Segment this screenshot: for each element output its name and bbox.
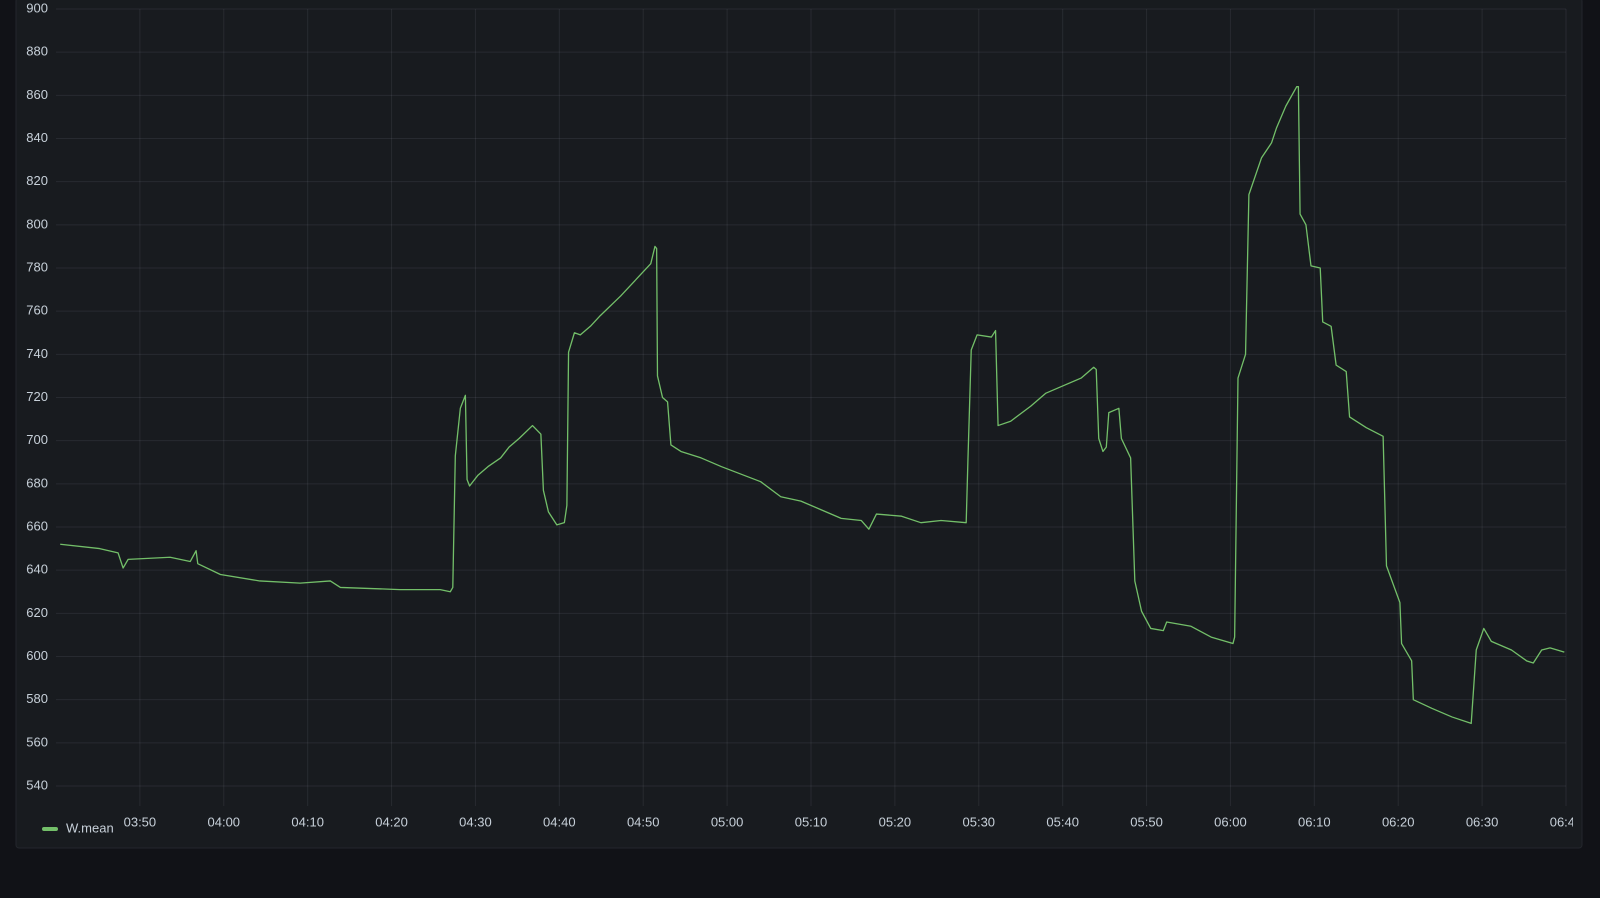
- y-tick-label: 820: [26, 173, 48, 188]
- x-tick-label: 05:20: [879, 814, 912, 829]
- y-tick-label: 900: [26, 0, 48, 15]
- y-tick-label: 620: [26, 605, 48, 620]
- x-tick-label: 04:50: [627, 814, 660, 829]
- panel: [15, 0, 1583, 849]
- series-line: [60, 86, 1565, 725]
- y-tick-label: 720: [26, 389, 48, 404]
- x-tick-label: 04:40: [543, 814, 576, 829]
- y-tick-label: 640: [26, 562, 48, 577]
- y-tick-label: 680: [26, 475, 48, 490]
- x-tick-label: 05:30: [963, 814, 996, 829]
- x-tick-label: 05:10: [795, 814, 828, 829]
- y-tick-label: 840: [26, 130, 48, 145]
- x-tick-label: 05:40: [1046, 814, 1079, 829]
- x-tick-label: 03:50: [124, 814, 157, 829]
- x-tick-label: 04:10: [291, 814, 324, 829]
- x-tick-label: 06:40: [1550, 814, 1583, 829]
- x-tick-label: 05:00: [711, 814, 744, 829]
- x-tick-label: 04:00: [208, 814, 241, 829]
- y-tick-label: 780: [26, 259, 48, 274]
- y-tick-label: 760: [26, 303, 48, 318]
- y-tick-label: 540: [26, 777, 48, 792]
- y-tick-label: 580: [26, 691, 48, 706]
- x-tick-label: 05:50: [1130, 814, 1163, 829]
- x-tick-label: 06:30: [1466, 814, 1499, 829]
- y-tick-label: 560: [26, 734, 48, 749]
- y-tick-label: 860: [26, 87, 48, 102]
- grid: [56, 8, 1567, 806]
- legend[interactable]: W.mean: [42, 820, 114, 835]
- x-tick-label: 06:20: [1382, 814, 1415, 829]
- x-tick-label: 04:30: [459, 814, 492, 829]
- y-tick-label: 740: [26, 346, 48, 361]
- x-tick-label: 06:00: [1214, 814, 1247, 829]
- axis-labels: 540 560 580 600 620 640 660 680 700 720 740 760 780 8…: [26, 0, 1583, 829]
- y-tick-label: 700: [26, 432, 48, 447]
- x-tick-label: 04:20: [375, 814, 408, 829]
- y-tick-label: 800: [26, 216, 48, 231]
- y-tick-label: 660: [26, 518, 48, 533]
- y-tick-label: 600: [26, 648, 48, 663]
- y-tick-label: 880: [26, 44, 48, 59]
- legend-label[interactable]: W.mean: [66, 820, 114, 835]
- plot: [60, 86, 1565, 725]
- x-tick-label: 06:10: [1298, 814, 1331, 829]
- legend-swatch: [42, 827, 58, 831]
